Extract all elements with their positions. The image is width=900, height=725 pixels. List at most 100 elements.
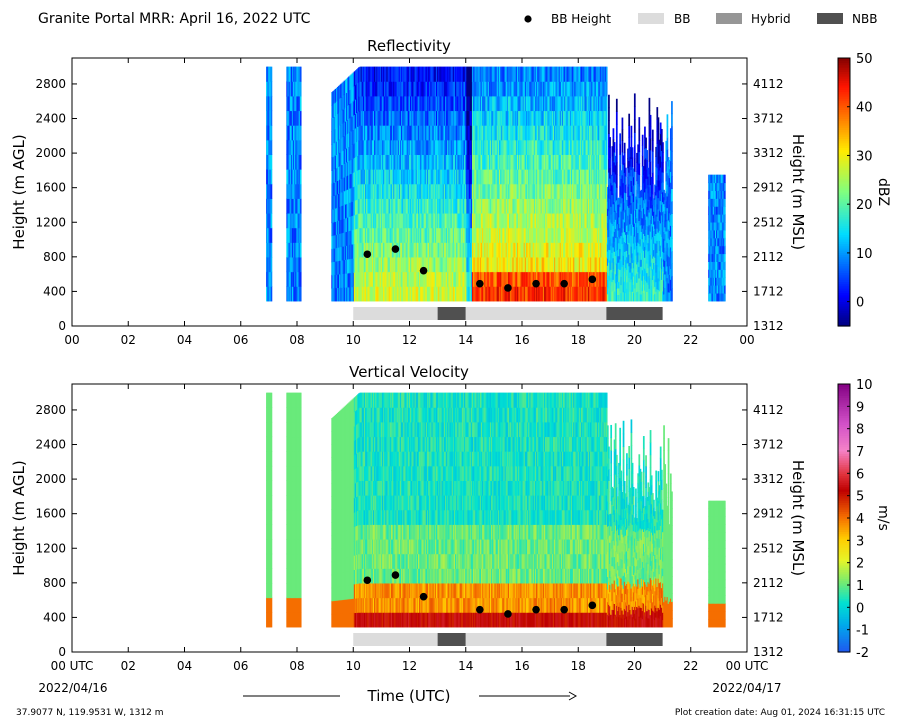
heatmap-cell xyxy=(296,154,299,170)
heatmap-cell xyxy=(587,227,590,243)
heatmap-cell xyxy=(541,213,544,229)
heatmap-cell xyxy=(638,186,641,199)
heatmap-cell xyxy=(568,110,571,126)
heatmap-cell xyxy=(592,125,595,141)
heatmap-cell xyxy=(411,242,413,258)
heatmap-cell xyxy=(335,101,338,116)
heatmap-cell xyxy=(640,293,643,302)
heatmap-cell xyxy=(581,95,583,112)
heatmap-cell xyxy=(343,218,346,233)
heatmap-cell xyxy=(430,154,433,170)
heatmap-cell xyxy=(650,269,653,279)
heatmap-cell xyxy=(505,213,508,229)
heatmap-cell xyxy=(415,257,418,273)
heatmap-cell xyxy=(639,238,642,247)
heatmap-cell xyxy=(268,66,271,82)
heatmap-cell xyxy=(557,213,560,229)
heatmap-cell xyxy=(448,110,451,126)
heatmap-cell xyxy=(433,183,436,199)
heatmap-cell xyxy=(394,139,397,156)
heatmap-cell xyxy=(618,210,620,218)
heatmap-cell xyxy=(581,66,583,82)
heatmap-cell xyxy=(347,203,349,218)
heatmap-cell xyxy=(446,110,448,126)
heatmap-cell xyxy=(461,183,464,199)
heatmap-cell xyxy=(618,236,620,244)
heatmap-cell xyxy=(592,227,595,243)
heatmap-cell xyxy=(359,95,362,112)
heatmap-cell xyxy=(577,198,580,214)
heatmap-cell xyxy=(648,237,651,251)
heatmap-cell xyxy=(435,125,438,141)
heatmap-cell xyxy=(406,66,409,82)
heatmap-cell xyxy=(465,139,467,156)
heatmap-cell xyxy=(556,95,559,112)
heatmap-cell xyxy=(609,188,611,200)
heatmap-cell xyxy=(494,257,497,273)
heatmap-cell xyxy=(654,206,656,215)
heatmap-cell xyxy=(422,66,425,82)
heatmap-cell xyxy=(511,213,514,229)
heatmap-cell xyxy=(658,200,661,211)
heatmap-cell xyxy=(473,95,475,112)
heatmap-cell xyxy=(266,257,268,273)
heatmap-cell xyxy=(344,287,347,302)
heatmap-cell xyxy=(420,95,422,112)
heatmap-cell xyxy=(611,233,614,244)
heatmap-cell xyxy=(485,95,488,112)
heatmap-cell xyxy=(654,264,656,273)
heatmap-cell xyxy=(532,81,535,97)
heatmap-cell xyxy=(533,271,536,287)
heatmap-cell xyxy=(267,198,269,214)
heatmap-cell xyxy=(543,286,546,302)
heatmap-cell xyxy=(619,259,622,271)
heatmap-cell xyxy=(608,249,610,263)
heatmap-cell xyxy=(646,225,649,236)
heatmap-cell xyxy=(591,286,593,302)
heatmap-cell xyxy=(426,81,429,97)
heatmap-cell xyxy=(503,66,506,82)
heatmap-cell xyxy=(396,169,399,185)
heatmap-cell xyxy=(446,154,448,170)
heatmap-cell xyxy=(572,110,574,126)
heatmap-cell xyxy=(614,192,617,202)
heatmap-cell xyxy=(502,183,505,199)
heatmap-cell xyxy=(488,154,491,170)
heatmap-cell xyxy=(502,213,505,229)
heatmap-cell xyxy=(584,227,587,243)
heatmap-cell xyxy=(540,286,543,302)
heatmap-cell xyxy=(440,110,443,126)
heatmap-cell xyxy=(507,66,510,82)
heatmap-cell xyxy=(408,242,411,258)
heatmap-cell xyxy=(650,200,653,209)
heatmap-cell xyxy=(552,169,555,185)
heatmap-cell xyxy=(480,154,483,170)
heatmap-cell xyxy=(497,271,500,287)
heatmap-cell xyxy=(345,120,348,135)
heatmap-cell xyxy=(582,169,584,185)
heatmap-cell xyxy=(505,139,508,156)
heatmap-cell xyxy=(266,242,268,258)
heatmap-cell xyxy=(288,257,291,273)
heatmap-cell xyxy=(458,242,461,258)
heatmap-cell xyxy=(416,95,419,112)
heatmap-cell xyxy=(523,198,526,214)
heatmap-cell xyxy=(440,286,443,302)
heatmap-cell xyxy=(628,172,631,185)
heatmap-cell xyxy=(369,154,372,170)
heatmap-cell xyxy=(532,198,535,214)
heatmap-cell xyxy=(592,81,595,97)
heatmap-cell xyxy=(500,139,502,156)
heatmap-cell xyxy=(507,198,510,214)
heatmap-cell xyxy=(620,219,623,228)
heatmap-cell xyxy=(383,183,385,199)
heatmap-cell xyxy=(466,198,469,214)
heatmap-cell xyxy=(502,95,505,112)
heatmap-cell xyxy=(632,168,635,178)
heatmap-cell xyxy=(617,223,619,231)
heatmap-cell xyxy=(532,125,535,141)
heatmap-cell xyxy=(431,271,434,287)
heatmap-cell xyxy=(650,238,653,248)
heatmap-cell xyxy=(507,81,510,97)
heatmap-cell xyxy=(464,139,466,156)
